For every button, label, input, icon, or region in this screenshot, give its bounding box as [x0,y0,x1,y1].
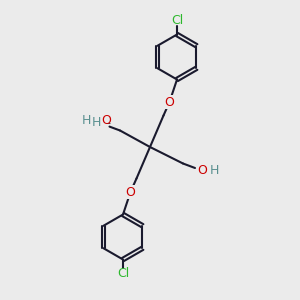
Text: O: O [101,114,111,127]
Text: H: H [210,164,219,178]
Text: O: O [198,164,207,178]
Text: Cl: Cl [117,267,129,280]
Text: Cl: Cl [171,14,183,27]
Text: H: H [82,114,92,127]
Text: –: – [106,118,110,128]
Text: O: O [165,95,174,109]
Text: O: O [126,185,135,199]
Text: H: H [92,116,102,130]
